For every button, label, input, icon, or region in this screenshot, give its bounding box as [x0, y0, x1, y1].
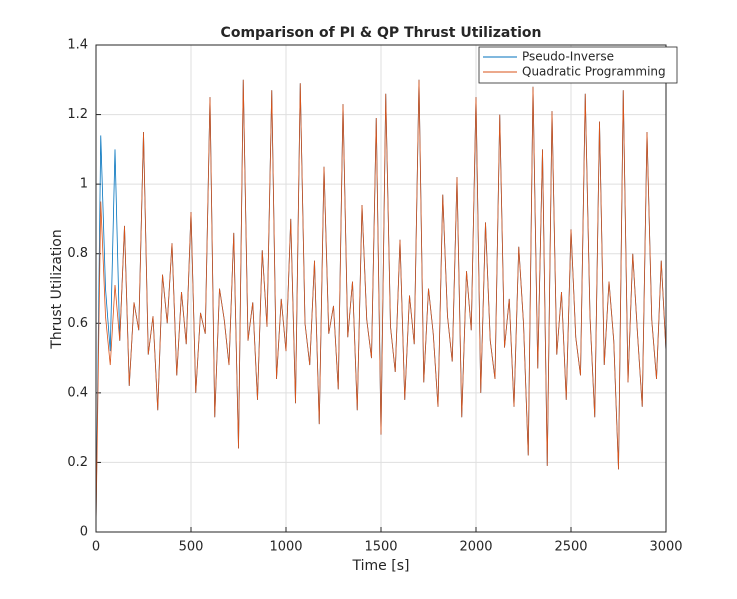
legend-label: Pseudo-Inverse: [522, 50, 614, 64]
y-tick-label: 0.6: [67, 316, 88, 331]
y-tick-label: 1: [80, 177, 88, 192]
y-tick-label: 0: [80, 525, 88, 540]
y-axis-label: Thrust Utilization: [49, 229, 65, 349]
x-tick-label: 2500: [554, 540, 587, 555]
y-tick-label: 1.2: [67, 107, 88, 122]
y-tick-label: 1.4: [67, 38, 88, 53]
y-tick-label: 0.8: [67, 246, 88, 261]
x-tick-label: 3000: [649, 540, 682, 555]
x-tick-label: 1000: [269, 540, 302, 555]
legend-box: [478, 46, 678, 84]
x-tick-label: 0: [92, 540, 100, 555]
y-tick-label: 0.2: [67, 455, 88, 470]
plot-frame: [95, 44, 667, 533]
legend-label: Quadratic Programming: [522, 65, 666, 79]
x-axis-label: Time [s]: [352, 558, 410, 574]
x-tick-label: 500: [179, 540, 204, 555]
data-line: [95, 79, 667, 526]
chart-title: Comparison of PI & QP Thrust Utilization: [221, 25, 542, 41]
x-tick-label: 1500: [364, 540, 397, 555]
y-tick-label: 0.4: [67, 385, 88, 400]
x-tick-label: 2000: [459, 540, 492, 555]
